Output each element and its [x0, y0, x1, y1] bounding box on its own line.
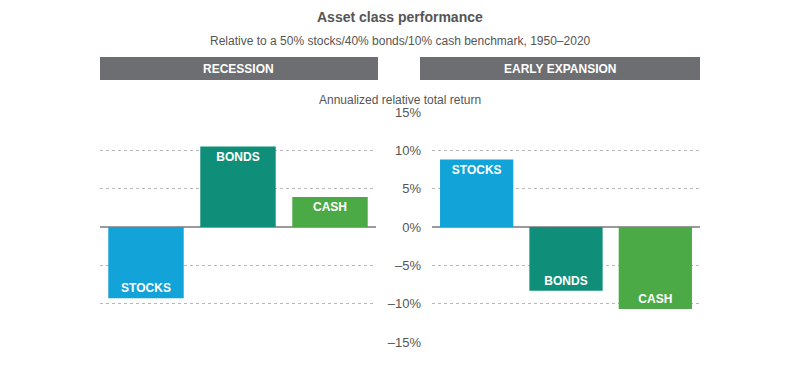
svg-text:CASH: CASH [313, 200, 347, 214]
svg-text:Annualized relative total retu: Annualized relative total return [319, 93, 481, 107]
svg-text:CASH: CASH [638, 292, 672, 306]
svg-text:10%: 10% [395, 143, 421, 158]
svg-text:5%: 5% [402, 181, 421, 196]
svg-text:STOCKS: STOCKS [452, 163, 502, 177]
svg-text:Relative to a 50% stocks/40% b: Relative to a 50% stocks/40% bonds/10% c… [210, 34, 591, 48]
svg-text:15%: 15% [395, 105, 421, 120]
svg-text:BONDS: BONDS [216, 150, 259, 164]
svg-text:EARLY EXPANSION: EARLY EXPANSION [504, 62, 616, 76]
svg-text:RECESSION: RECESSION [203, 62, 274, 76]
svg-text:0%: 0% [402, 220, 421, 235]
svg-text:–15%: –15% [388, 335, 422, 350]
svg-text:STOCKS: STOCKS [121, 281, 171, 295]
svg-text:–5%: –5% [395, 258, 421, 273]
svg-text:–10%: –10% [388, 296, 422, 311]
svg-text:BONDS: BONDS [544, 274, 587, 288]
svg-text:Asset class performance: Asset class performance [317, 9, 483, 25]
